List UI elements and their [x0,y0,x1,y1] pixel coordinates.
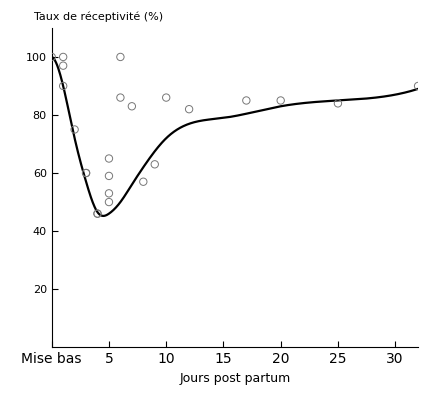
Point [128,103,135,109]
Point [139,178,146,185]
Point [94,210,101,217]
Point [105,155,112,162]
Text: Taux de réceptivité (%): Taux de réceptivité (%) [34,12,163,22]
Point [60,63,67,69]
Point [48,54,55,60]
Point [185,106,192,113]
Point [83,170,89,176]
Point [334,100,341,107]
Point [117,54,123,60]
Point [105,190,112,197]
Point [60,54,67,60]
Point [163,95,169,101]
Point [414,83,421,89]
Point [276,97,283,104]
Point [60,83,67,89]
Point [243,97,249,104]
Point [151,161,158,168]
Point [71,126,78,133]
Point [105,173,112,179]
X-axis label: Jours post partum: Jours post partum [179,371,290,385]
Point [83,170,89,176]
Point [105,199,112,205]
Point [94,210,101,217]
Point [117,95,123,101]
